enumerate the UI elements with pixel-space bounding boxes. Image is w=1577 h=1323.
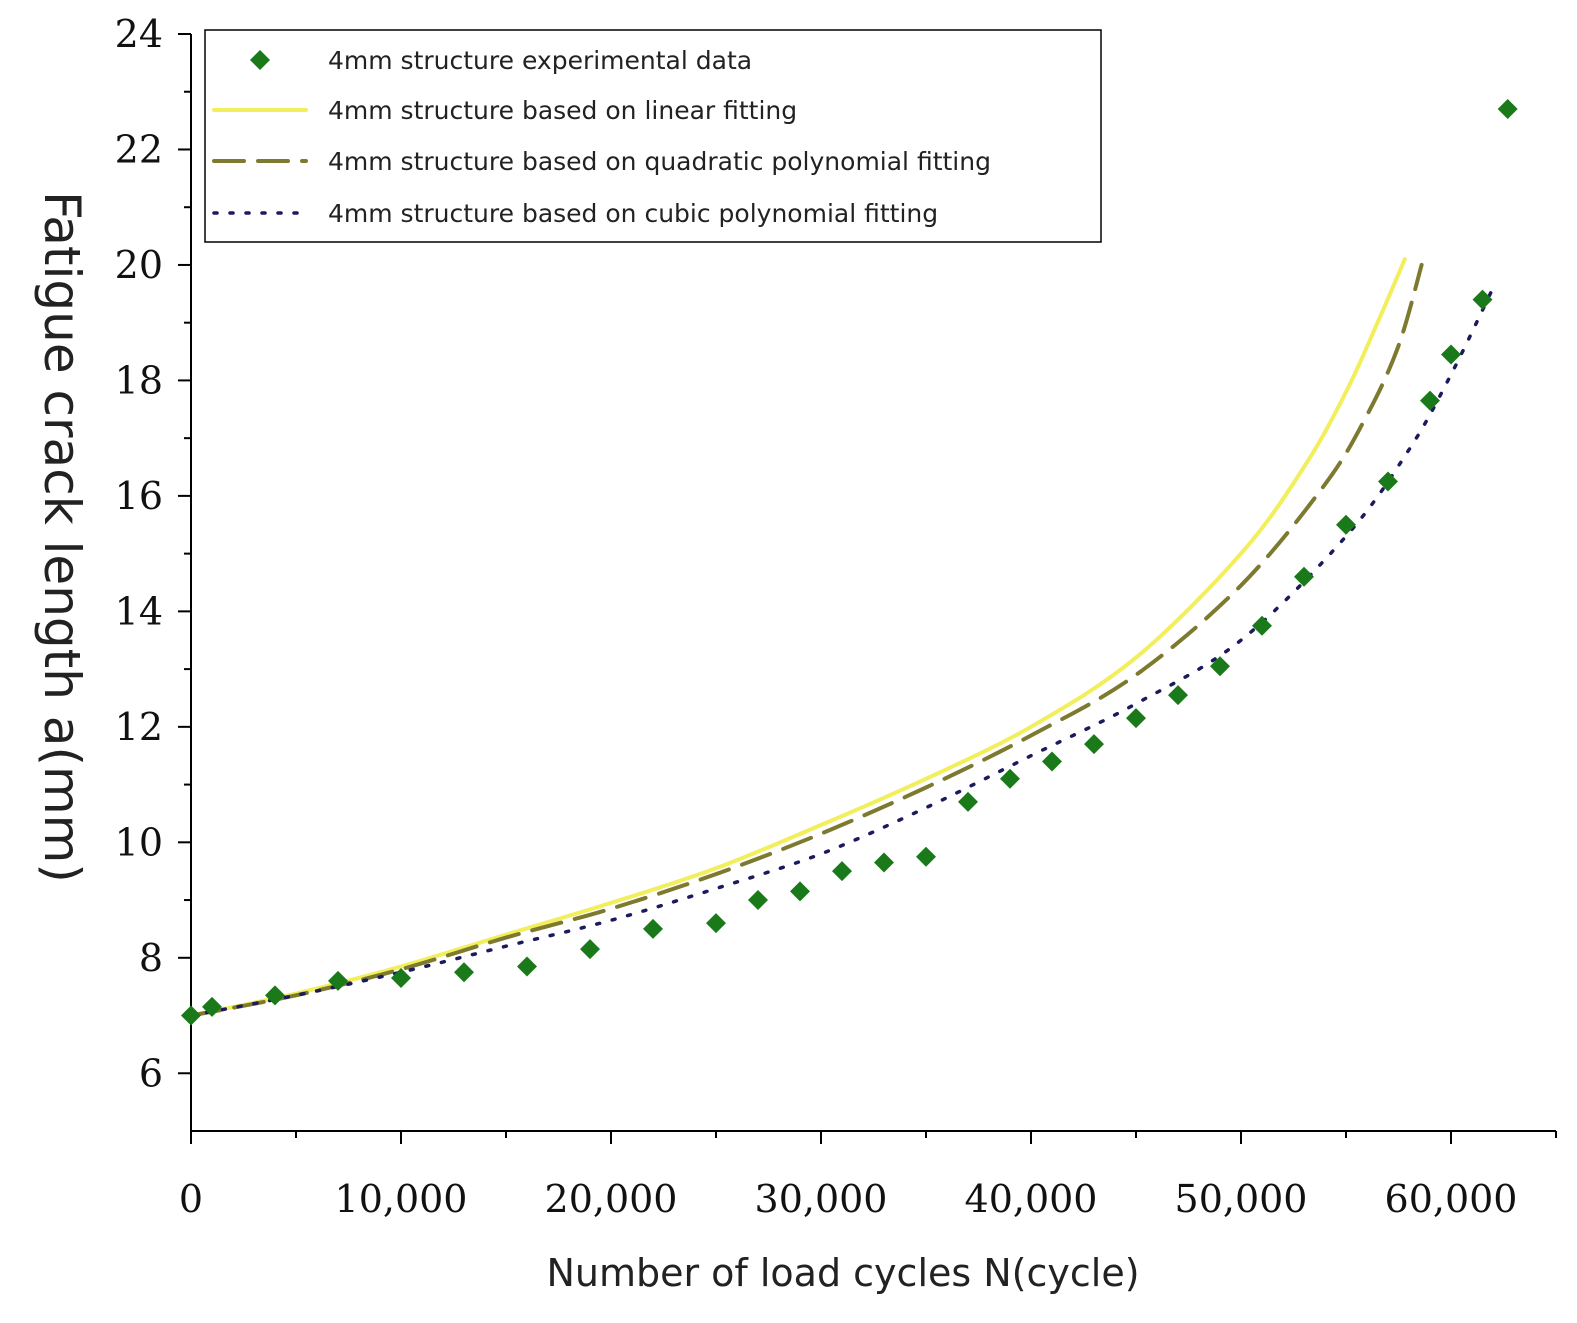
- data-point: [1168, 685, 1188, 706]
- legend-label: 4mm structure experimental data: [328, 46, 752, 75]
- legend-label: 4mm structure based on cubic polynomial …: [328, 199, 938, 228]
- x-tick-label: 40,000: [965, 1177, 1098, 1221]
- x-axis-title: Number of load cycles N(cycle): [546, 1251, 1139, 1295]
- data-point: [1126, 708, 1146, 729]
- x-tick-label: 10,000: [335, 1177, 468, 1221]
- x-tick-label: 60,000: [1385, 1177, 1518, 1221]
- series-layer: [189, 257, 1495, 1018]
- y-tick-label: 18: [115, 358, 163, 402]
- y-axis-title: Fatigue crack length a(mm): [33, 191, 91, 883]
- y-tick-label: 22: [115, 127, 163, 171]
- data-point: [748, 890, 768, 911]
- data-point: [328, 970, 348, 991]
- data-point: [1472, 289, 1493, 310]
- legend: 4mm structure experimental data 4mm struc…: [204, 29, 1102, 243]
- data-point: [202, 996, 222, 1017]
- data-point: [1497, 99, 1518, 120]
- legend-box: [204, 29, 1102, 243]
- y-tick-label: 14: [115, 589, 163, 633]
- x-tick-label: 0: [179, 1177, 203, 1221]
- data-point: [790, 881, 810, 902]
- series-line-dotted: [189, 286, 1495, 1018]
- data-point: [916, 846, 936, 867]
- data-point: [1042, 751, 1062, 772]
- x-tick-label: 20,000: [545, 1177, 678, 1221]
- data-point: [1378, 471, 1398, 492]
- data-point: [454, 962, 474, 983]
- data-point: [643, 918, 663, 939]
- y-tick-label: 8: [139, 936, 163, 980]
- data-point: [580, 939, 600, 960]
- data-point: [391, 967, 411, 988]
- legend-label: 4mm structure based on linear fitting: [328, 96, 797, 125]
- y-tick-label: 16: [115, 474, 163, 518]
- y-tick-label: 24: [115, 12, 163, 56]
- data-point: [1210, 656, 1230, 677]
- x-tick-label: 30,000: [755, 1177, 888, 1221]
- data-point: [181, 1005, 201, 1026]
- data-point: [1420, 390, 1440, 411]
- data-point: [1252, 615, 1272, 636]
- data-point: [958, 791, 978, 812]
- data-point: [265, 985, 285, 1006]
- data-point: [1000, 768, 1020, 789]
- y-tick-label: 10: [115, 820, 163, 864]
- x-tick-label: 50,000: [1175, 1177, 1308, 1221]
- axes: [190, 34, 1556, 1132]
- series-line-solid: [189, 257, 1407, 1018]
- data-point: [1336, 514, 1356, 535]
- legend-marker-diamond: [250, 50, 270, 70]
- y-tick-label: 20: [115, 243, 163, 287]
- y-tick-label: 12: [115, 705, 163, 749]
- data-point: [832, 861, 852, 882]
- data-point: [1084, 734, 1104, 755]
- ticks: 0 10,000 20,000 30,000 40,000 50,000 60,000 6 8 1…: [115, 12, 1557, 1221]
- data-point: [517, 956, 537, 977]
- data-point: [1441, 344, 1461, 365]
- data-point: [706, 913, 726, 934]
- markers-layer: [181, 99, 1518, 1026]
- legend-label: 4mm structure based on quadratic polynom…: [328, 147, 991, 176]
- y-tick-label: 6: [139, 1051, 163, 1095]
- data-point: [874, 852, 894, 873]
- data-point: [1294, 566, 1314, 587]
- series-line-dashed: [189, 262, 1424, 1018]
